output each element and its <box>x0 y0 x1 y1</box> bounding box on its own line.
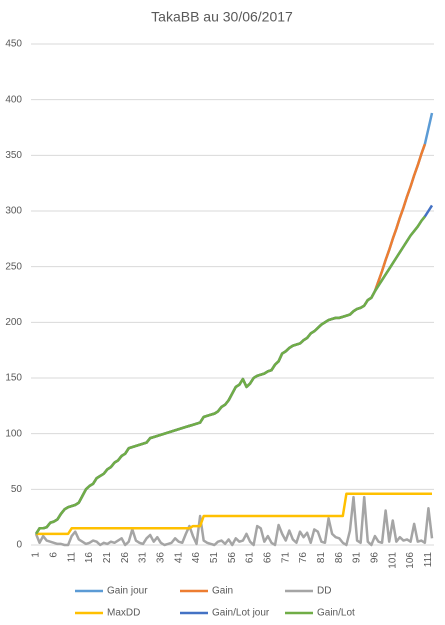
chart-title: TakaBB au 30/06/2017 <box>151 9 293 25</box>
x-tick-label: 16 <box>84 552 95 564</box>
y-tick-label: 350 <box>5 150 22 161</box>
x-tick-label: 61 <box>245 552 256 564</box>
x-tick-label: 36 <box>156 552 167 564</box>
x-tick-label: 66 <box>263 552 274 564</box>
y-tick-label: 0 <box>16 540 22 551</box>
y-tick-label: 400 <box>5 94 22 105</box>
x-tick-label: 21 <box>102 552 113 564</box>
series-line <box>34 495 434 547</box>
series-line <box>36 492 432 536</box>
x-tick-label: 6 <box>48 552 59 558</box>
x-tick-label: 86 <box>334 552 345 564</box>
x-tick-label: 46 <box>191 552 202 564</box>
x-tick-label: 76 <box>298 552 309 564</box>
legend-label: Gain jour <box>107 586 148 597</box>
legend-label: MaxDD <box>107 608 140 619</box>
x-tick-label: 41 <box>173 552 184 564</box>
x-tick-label: 101 <box>387 552 398 569</box>
y-tick-label: 50 <box>11 484 23 495</box>
legend-label: Gain <box>212 586 233 597</box>
legend-label: Gain/Lot jour <box>212 608 270 619</box>
y-tick-label: 150 <box>5 373 22 384</box>
x-tick-label: 111 <box>423 552 434 568</box>
x-tick-label: 51 <box>209 552 220 564</box>
x-tick-label: 91 <box>352 552 363 564</box>
x-tick-label: 26 <box>120 552 131 564</box>
y-tick-label: 250 <box>5 261 22 272</box>
y-tick-label: 100 <box>5 428 22 439</box>
y-tick-label: 300 <box>5 206 22 217</box>
legend-label: Gain/Lot <box>317 608 355 619</box>
y-tick-label: 450 <box>5 39 22 50</box>
x-tick-label: 1 <box>31 552 42 558</box>
x-tick-label: 31 <box>138 552 149 564</box>
y-tick-label: 200 <box>5 317 22 328</box>
x-tick-label: 11 <box>66 552 77 563</box>
x-tick-label: 81 <box>316 552 327 564</box>
x-tick-label: 96 <box>370 552 381 564</box>
series-line <box>34 215 426 535</box>
x-tick-label: 56 <box>227 552 238 564</box>
x-tick-label: 71 <box>280 552 291 564</box>
x-tick-label: 106 <box>405 552 416 569</box>
legend-label: DD <box>317 586 331 597</box>
